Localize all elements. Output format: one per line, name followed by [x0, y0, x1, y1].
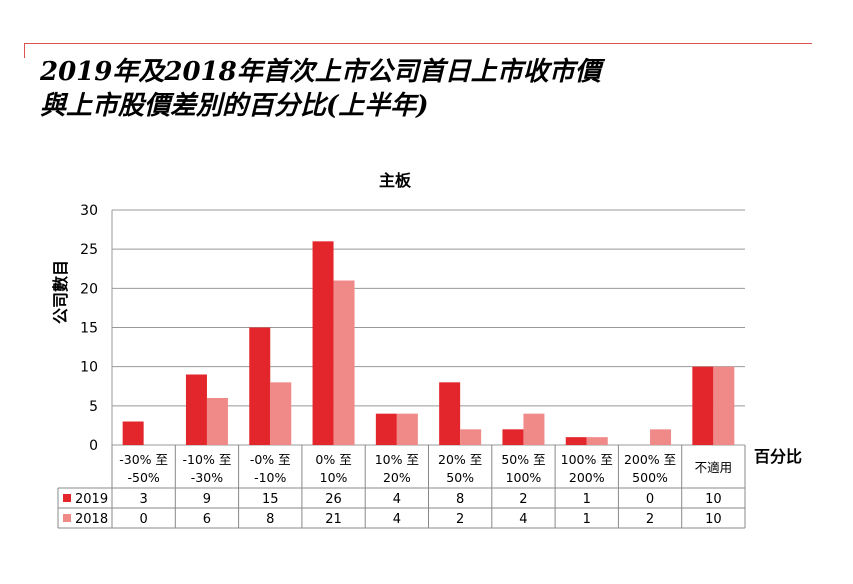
top-accent-line	[24, 43, 812, 44]
data-label: 4	[519, 512, 527, 527]
data-label: 4	[393, 512, 401, 527]
category-label: -30% 至	[119, 452, 168, 467]
data-label: 10	[705, 512, 722, 527]
y-tick-labels: 0 5 10 15 20 25 30	[80, 203, 98, 454]
y-tick-label: 15	[80, 321, 98, 337]
bar-2018-2	[270, 382, 292, 445]
x-axis-title: 百分比	[754, 447, 802, 466]
bar-2019-5	[439, 382, 461, 445]
bar-2018-8	[650, 429, 672, 445]
category-label: 200%	[569, 470, 605, 485]
legend-label-2018: 2018	[75, 512, 108, 527]
bar-2019-0	[122, 421, 144, 445]
category-label: 200% 至	[624, 452, 676, 467]
bar-2018-5	[460, 429, 482, 445]
headline: 2019年及2018年首次上市公司首日上市收市價 與上市股價差別的百分比(上半年…	[40, 55, 800, 123]
data-label: 2	[646, 512, 654, 527]
category-label: 100%	[506, 470, 542, 485]
bar-2018-3	[333, 280, 355, 445]
category-label: 10% 至	[375, 452, 419, 467]
category-label: 100% 至	[561, 452, 613, 467]
legend-label-2019: 2019	[75, 492, 108, 507]
bar-2018-1	[206, 398, 228, 445]
chart-title: 主板	[379, 171, 412, 190]
bar-2019-2	[249, 327, 271, 445]
y-tick-label: 30	[80, 203, 98, 219]
bar-2019-6	[502, 429, 524, 445]
data-label: 0	[140, 512, 148, 527]
bar-2018-9	[713, 366, 735, 445]
y-tick-label: 25	[80, 242, 98, 258]
y-tick-label: 20	[80, 281, 98, 297]
y-axis-title: 公司數目	[51, 260, 70, 324]
y-tick-label: 5	[89, 399, 98, 415]
bars	[122, 241, 735, 445]
category-label: -10%	[254, 470, 286, 485]
category-label: 50%	[446, 470, 474, 485]
data-label: 21	[325, 512, 342, 527]
bar-2018-6	[523, 413, 545, 445]
data-label: 1	[583, 512, 591, 527]
y-tick-label: 0	[89, 438, 98, 454]
data-label: 4	[393, 492, 401, 507]
y-tick-label: 10	[80, 360, 98, 376]
category-label: 0% 至	[315, 452, 351, 467]
data-label: 10	[705, 492, 722, 507]
data-label: 8	[266, 512, 274, 527]
data-label: 15	[262, 492, 279, 507]
category-label: 10%	[320, 470, 348, 485]
bar-2019-7	[565, 437, 587, 445]
data-label: 9	[203, 492, 211, 507]
headline-line-2: 與上市股價差別的百分比(上半年)	[40, 91, 429, 121]
category-label: -50%	[128, 470, 160, 485]
bar-2019-3	[312, 241, 334, 445]
bar-2019-9	[692, 366, 714, 445]
data-label: 6	[203, 512, 211, 527]
category-label: 50% 至	[501, 452, 545, 467]
data-label: 0	[646, 492, 654, 507]
bar-2018-7	[586, 437, 608, 445]
bar-2019-1	[185, 374, 207, 445]
data-label: 3	[140, 492, 148, 507]
data-label: 2	[519, 492, 527, 507]
category-label: 不適用	[695, 460, 733, 475]
category-label: -30%	[191, 470, 223, 485]
data-label: 8	[456, 492, 464, 507]
legend-swatch-2018	[63, 514, 71, 522]
data-label: 1	[583, 492, 591, 507]
bar-2019-4	[375, 413, 397, 445]
headline-line-1: 2019年及2018年首次上市公司首日上市收市價	[40, 57, 601, 87]
top-accent-tick	[24, 43, 25, 58]
data-table: -30% 至 -50% -10% 至 -30% -0% 至 -10% 0% 至 10% 10% …	[57, 445, 746, 529]
gridlines	[111, 209, 745, 446]
category-label: 500%	[632, 470, 668, 485]
category-label: -10% 至	[183, 452, 232, 467]
category-label: 20%	[383, 470, 411, 485]
category-label: 20% 至	[438, 452, 482, 467]
data-label: 2	[456, 512, 464, 527]
legend-swatch-2019	[63, 494, 71, 502]
data-label: 26	[325, 492, 342, 507]
category-label: -0% 至	[250, 452, 291, 467]
bar-2018-4	[396, 413, 418, 445]
